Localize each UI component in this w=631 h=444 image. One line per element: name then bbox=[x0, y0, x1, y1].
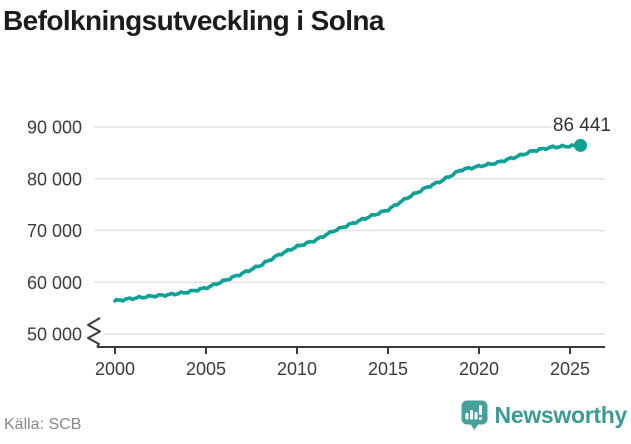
x-axis-ticks: 2000 2005 2010 2015 2020 2025 bbox=[95, 347, 590, 379]
x-tick-label: 2010 bbox=[277, 359, 317, 379]
x-tick-label: 2005 bbox=[186, 359, 226, 379]
end-point-marker bbox=[574, 138, 588, 152]
newsworthy-speech-bubble-bar-chart-icon bbox=[461, 400, 488, 430]
latest-value-label: 86 441 bbox=[553, 115, 611, 136]
population-line bbox=[113, 143, 583, 303]
y-axis-tick-labels: 90 000 80 000 70 000 60 000 50 000 bbox=[27, 118, 82, 345]
y-tick-label: 90 000 bbox=[27, 118, 82, 138]
gridlines bbox=[94, 126, 605, 335]
chart-title: Befolkningsutveckling i Solna bbox=[3, 5, 384, 36]
x-tick-label: 2020 bbox=[459, 359, 499, 379]
x-tick-label: 2015 bbox=[368, 359, 408, 379]
y-axis-break-squiggle-icon bbox=[87, 317, 101, 348]
newsworthy-wordmark: Newsworthy bbox=[494, 401, 628, 428]
population-series bbox=[113, 138, 588, 303]
y-tick-label: 70 000 bbox=[27, 221, 82, 241]
source-note: Källa: SCB bbox=[4, 416, 82, 433]
y-tick-label: 50 000 bbox=[27, 325, 82, 345]
x-tick-label: 2000 bbox=[95, 359, 135, 379]
y-tick-label: 80 000 bbox=[27, 169, 82, 189]
newsworthy-logo: Newsworthy bbox=[460, 399, 627, 431]
x-tick-label: 2025 bbox=[550, 359, 590, 379]
y-tick-label: 60 000 bbox=[27, 273, 82, 293]
